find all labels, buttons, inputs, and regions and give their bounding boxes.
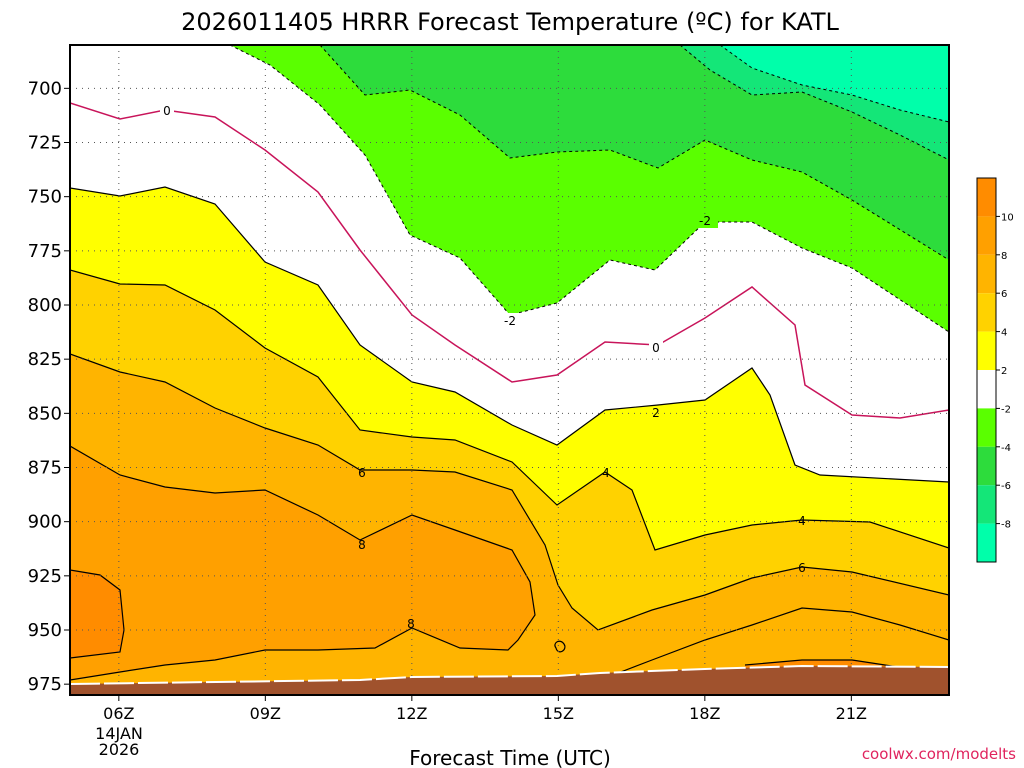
contour-label: -2 (504, 314, 516, 328)
colorbar-tick-label: -4 (1001, 443, 1011, 454)
colorbar-tick-label: 2 (1001, 366, 1007, 377)
band-8-to-10 (70, 446, 535, 695)
colorbar-tick-label: -2 (1001, 404, 1011, 415)
surface-line (70, 664, 949, 685)
y-tick-label: 875 (28, 458, 62, 479)
contour-label: 8 (407, 617, 415, 631)
contour-8-lower-line (599, 607, 949, 681)
colorbar-bin (977, 216, 996, 255)
contour-label-bg (649, 340, 663, 354)
band-minus8-to-minus10 (720, 45, 949, 122)
contour-minus6-line (679, 45, 949, 161)
contour-8-line (70, 445, 536, 681)
y-tick-label: 750 (28, 187, 62, 208)
x-axis-title: Forecast Time (UTC) (409, 746, 611, 768)
plot-frame (69, 44, 950, 696)
chart-title: 2026011405 HRRR Forecast Temperature (ºC… (181, 8, 839, 36)
contour-minus2-line (229, 45, 949, 333)
contour-label: 0 (652, 341, 660, 355)
temperature-field (70, 45, 949, 695)
ground-terrain (70, 666, 949, 695)
y-tick-label: 925 (28, 566, 62, 587)
x-date-label-day: 14JAN (95, 724, 143, 743)
y-tick-label: 700 (28, 78, 62, 99)
y-tick-label: 800 (28, 295, 62, 316)
y-tick-label: 775 (28, 241, 62, 262)
x-tick-label: 12Z (396, 704, 427, 723)
colorbar-bin (977, 178, 996, 217)
x-tick-label: 15Z (543, 704, 574, 723)
colorbar-tick-label: 4 (1001, 328, 1007, 339)
contour-4-line (70, 269, 949, 551)
colorbar-bin (977, 254, 996, 294)
colorbar-tick-label: -6 (1001, 481, 1011, 492)
colorbar-bin (977, 485, 996, 524)
colorbar-tick-label: 8 (1001, 251, 1007, 262)
colorbar-tick-label: -8 (1001, 520, 1011, 531)
gridlines (70, 45, 949, 695)
contour-label: 8 (358, 538, 366, 552)
credit-text: coolwx.com/modelts (862, 745, 1016, 763)
y-tick-label: 975 (28, 674, 62, 695)
colorbar: 10 8 6 4 2 -2 -4 -6 -8 (976, 177, 1014, 563)
x-tick-label: 21Z (836, 704, 867, 723)
y-tick-label: 850 (28, 403, 62, 424)
y-tick-label: 825 (28, 349, 62, 370)
x-tick-label: 09Z (250, 704, 281, 723)
contour-label-bg (698, 214, 718, 228)
y-tick-label: 725 (28, 133, 62, 154)
x-axis: 06Z 09Z 12Z 15Z 18Z 21Z (103, 695, 867, 723)
contour-10-line (70, 569, 125, 659)
contour-label: 0 (163, 104, 171, 118)
x-tick-label: 18Z (689, 704, 720, 723)
contour-small-closed (554, 640, 566, 653)
contour-label: 4 (798, 514, 806, 528)
contour-label: 6 (358, 466, 366, 480)
x-tick-label: 06Z (103, 704, 134, 723)
y-tick-label: 900 (28, 512, 62, 533)
contour-10-lower-line (744, 659, 906, 669)
colorbar-bin (977, 446, 996, 486)
contour-0-line (70, 102, 949, 419)
contour-2-line (70, 186, 949, 483)
x-date-label-year: 2026 (99, 740, 140, 759)
colorbar-bin (977, 408, 996, 447)
contour-label: 6 (798, 561, 806, 575)
colorbar-bin (977, 370, 996, 409)
contour-6-line (70, 353, 949, 631)
colorbar-bin (977, 331, 996, 370)
contour-minus8-line (719, 45, 949, 123)
y-tick-label: 950 (28, 620, 62, 641)
colorbar-bin (977, 293, 996, 332)
colorbar-bin (977, 523, 996, 562)
contour-label: 2 (652, 406, 660, 420)
y-axis: 700 725 750 775 800 825 850 875 900 925 950 975 (28, 78, 70, 695)
contour-label: 4 (602, 466, 610, 480)
contour-label-bg (160, 103, 174, 117)
band-10-to-12 (70, 570, 124, 658)
colorbar-tick-label: 10 (1001, 212, 1014, 223)
contour-label: -2 (699, 214, 711, 228)
band-minus4-to-minus6 (320, 45, 949, 260)
colorbar-tick-label: 6 (1001, 289, 1007, 300)
contour-label-bg (500, 313, 520, 327)
